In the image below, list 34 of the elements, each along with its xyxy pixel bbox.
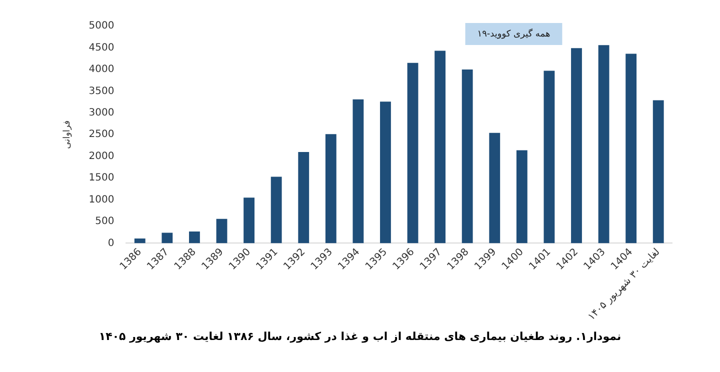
bar <box>162 232 173 244</box>
y-tick-label: 4000 <box>88 64 114 76</box>
bar <box>298 152 310 244</box>
bar <box>516 150 528 244</box>
y-tick-label: 1500 <box>88 172 114 184</box>
bar <box>434 50 446 244</box>
bar <box>325 134 336 244</box>
y-tick-label: 5000 <box>88 20 114 32</box>
y-tick-label: 2000 <box>88 150 114 162</box>
bar <box>571 48 582 244</box>
bar <box>216 218 228 244</box>
bar <box>244 198 254 244</box>
y-tick-label: 2500 <box>88 129 114 140</box>
bar <box>189 232 200 244</box>
bar <box>462 69 473 244</box>
bar <box>407 62 418 244</box>
bar <box>598 45 610 244</box>
y-tick-label: 3500 <box>88 86 114 97</box>
text: نمودار۱. روند طغیان بیماری های منتقله از اب و غذا در کشور، سال ۱۳۸۶ لغایت ۳۰ شهریور ۱۴۰۵ <box>98 330 622 343</box>
bar <box>544 70 555 244</box>
y-tick-label: 0 <box>108 238 114 249</box>
y-tick-label: 1000 <box>88 194 114 206</box>
bar <box>626 54 637 244</box>
y-tick-label: 3000 <box>88 107 114 118</box>
bar <box>270 176 282 244</box>
annotation: همه گیری کووید-۱۹ <box>477 27 550 40</box>
bar <box>380 102 391 244</box>
bar <box>134 238 146 244</box>
bar <box>489 132 500 244</box>
y-axis-title: فراوانی <box>62 120 73 149</box>
y-tick-label: 4500 <box>88 42 114 54</box>
y-tick-label: 500 <box>95 216 114 228</box>
bar <box>352 99 364 244</box>
bar <box>652 100 664 244</box>
